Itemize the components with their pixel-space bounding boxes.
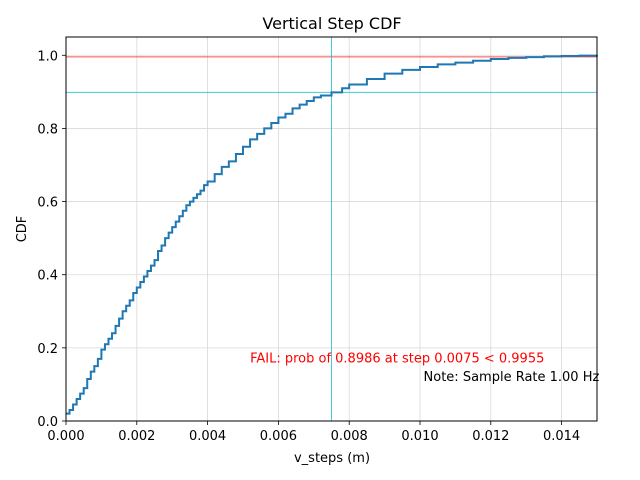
x-tick-label: 0.012 [472,429,509,444]
x-tick-label: 0.000 [47,429,84,444]
x-tick-label: 0.002 [118,429,155,444]
x-axis-label: v_steps (m) [294,451,370,466]
annotations: FAIL: prob of 0.8986 at step 0.0075 < 0.… [250,351,599,384]
y-axis-label: CDF [15,216,30,243]
x-tick-label: 0.008 [331,429,368,444]
y-tick-label: 0.2 [37,342,58,357]
x-tick-label: 0.010 [401,429,438,444]
chart-title: Vertical Step CDF [262,14,401,33]
y-tick-label: 1.0 [37,49,58,64]
x-tick-label: 0.006 [260,429,297,444]
ticks: 0.000 0.002 0.004 0.006 0.008 0.010 0.012 0.014… [37,49,580,444]
y-tick-label: 0.4 [37,269,58,284]
y-tick-label: 0.6 [37,196,58,211]
sample-rate-note: Note: Sample Rate 1.00 Hz [424,370,600,385]
y-tick-label: 0.0 [37,415,58,430]
plot-frame [65,36,598,422]
series-layer [66,54,598,415]
x-tick-label: 0.004 [189,429,226,444]
fail-annotation: FAIL: prob of 0.8986 at step 0.0075 < 0.… [250,351,544,366]
cdf-series-line [66,54,598,415]
x-tick-label: 0.014 [543,429,580,444]
y-tick-label: 0.8 [37,122,58,137]
